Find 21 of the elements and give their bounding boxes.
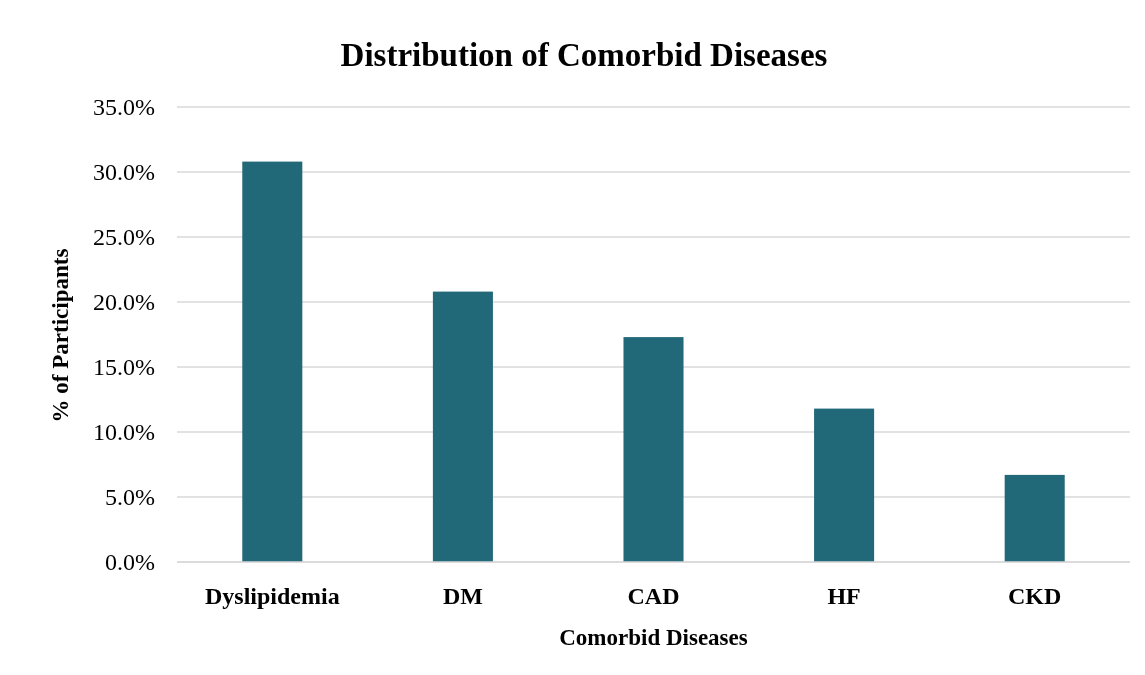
y-tick-label: 20.0% — [93, 289, 155, 316]
y-tick-label: 25.0% — [93, 224, 155, 251]
y-tick-label: 0.0% — [105, 549, 155, 576]
x-tick-label: DM — [442, 583, 483, 609]
bar — [623, 337, 684, 562]
y-tick-label: 35.0% — [93, 94, 155, 121]
y-axis-title: % of Participants — [48, 248, 73, 423]
chart-title: Distribution of Comorbid Diseases — [340, 37, 828, 73]
bar — [814, 408, 875, 562]
bar — [1004, 474, 1065, 562]
bar — [242, 161, 303, 562]
x-tick-label: Dyslipidemia — [204, 583, 340, 609]
x-tick-label: CAD — [627, 583, 680, 609]
y-tick-label: 10.0% — [93, 419, 155, 446]
x-tick-label: HF — [827, 583, 861, 609]
y-tick-label: 15.0% — [93, 354, 155, 381]
x-axis-title: Comorbid Diseases — [559, 625, 748, 650]
y-tick-label: 30.0% — [93, 159, 155, 186]
x-tick-label: CKD — [1008, 583, 1062, 609]
bar — [432, 291, 493, 562]
y-tick-label: 5.0% — [105, 484, 155, 511]
